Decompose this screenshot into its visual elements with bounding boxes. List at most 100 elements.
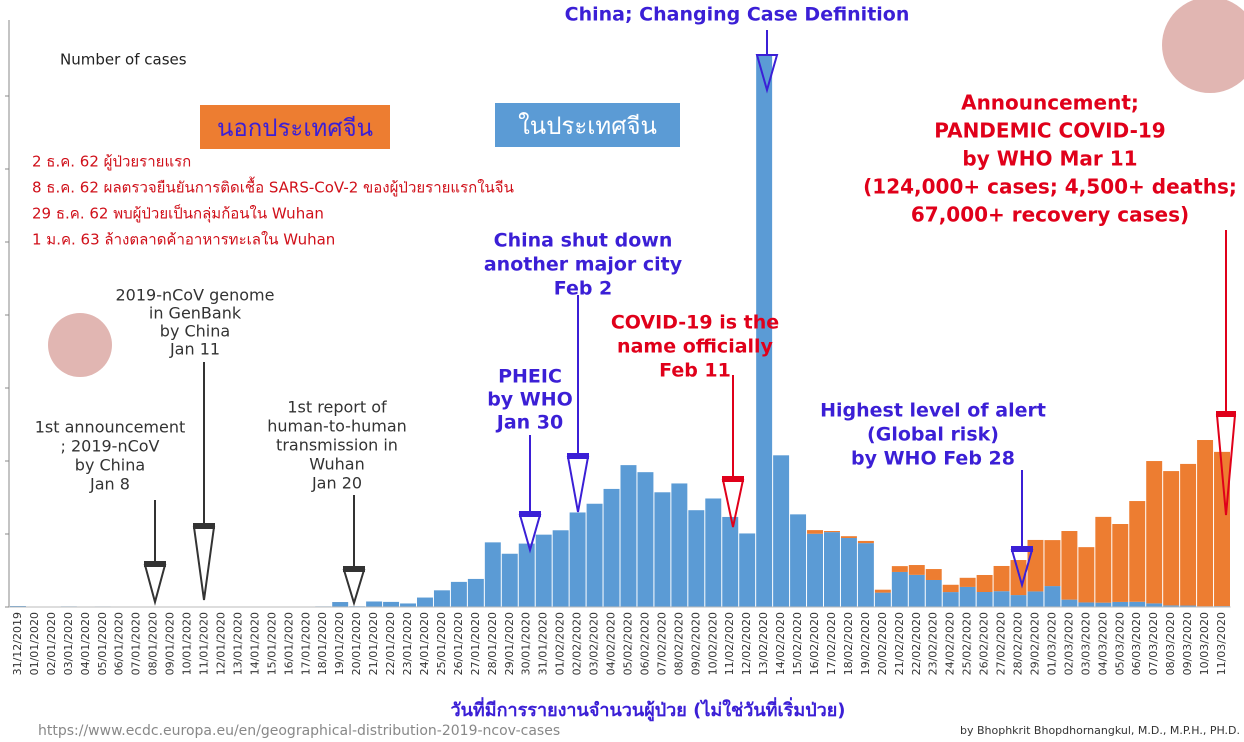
x-tick-label: 22/01/2020	[384, 612, 397, 675]
bar	[570, 512, 586, 607]
x-tick-label: 17/02/2020	[825, 612, 838, 675]
x-axis-label: วันที่มีการรายงานจำนวนผู้ป่วย (ไม่ใช่วัน…	[450, 697, 845, 722]
x-tick-label: 12/02/2020	[740, 612, 753, 675]
x-tick-label: 07/01/2020	[130, 612, 143, 675]
x-tick-label: 07/03/2020	[1147, 612, 1160, 675]
x-tick-label: 16/02/2020	[808, 612, 821, 675]
annotation: Jan 20	[311, 474, 362, 493]
bar	[1061, 600, 1077, 607]
bar	[1180, 464, 1196, 606]
bar	[977, 575, 993, 592]
x-tick-label: 08/03/2020	[1164, 612, 1177, 675]
x-tick-label: 02/03/2020	[1062, 612, 1075, 675]
x-tick-label: 19/01/2020	[333, 612, 346, 675]
x-tick-label: 28/01/2020	[486, 612, 499, 675]
bar	[1163, 471, 1179, 605]
x-tick-label: 05/01/2020	[96, 612, 109, 675]
bar	[468, 579, 484, 607]
annotation-marker-cap	[519, 511, 541, 517]
annotation-marker-cap	[144, 561, 166, 567]
bar	[960, 578, 976, 587]
bar	[773, 455, 789, 607]
annotation: Jan 8	[89, 475, 130, 494]
x-tick-label: 24/02/2020	[944, 612, 957, 675]
bar	[841, 538, 857, 607]
bar	[926, 580, 942, 607]
x-tick-label: 10/01/2020	[181, 612, 194, 675]
x-tick-label: 06/01/2020	[113, 612, 126, 675]
bar	[1078, 602, 1094, 607]
bar	[366, 601, 382, 607]
bar	[875, 590, 891, 593]
x-tick-label: 07/02/2020	[655, 612, 668, 675]
bar	[621, 465, 637, 607]
annotation: name officially	[617, 336, 774, 358]
x-tick-label: 11/02/2020	[723, 612, 736, 675]
x-tick-label: 21/02/2020	[893, 612, 906, 675]
annotation: by WHO Feb 28	[851, 448, 1015, 470]
annotation: Jan 30	[495, 412, 563, 434]
x-tick-label: 23/01/2020	[401, 612, 414, 675]
annotation: Jan 11	[169, 340, 220, 359]
bar	[654, 492, 670, 607]
x-tick-label: 26/01/2020	[452, 612, 465, 675]
x-tick-label: 14/02/2020	[774, 612, 787, 675]
bar	[688, 510, 704, 607]
y-axis-label: Number of cases	[60, 51, 187, 69]
x-tick-label: 29/02/2020	[1028, 612, 1041, 675]
bar	[994, 566, 1010, 591]
x-tick-label: 02/01/2020	[45, 612, 58, 675]
x-tick-label: 25/02/2020	[961, 612, 974, 675]
bar	[1112, 602, 1128, 607]
bar	[926, 569, 942, 580]
note: 8 ธ.ค. 62 ผลตรวจยืนยันการติดเชื้อ SARS-C…	[32, 177, 514, 197]
bar	[553, 530, 569, 607]
bar	[824, 531, 840, 532]
x-tick-label: 24/01/2020	[418, 612, 431, 675]
bar	[434, 590, 450, 607]
annotation: by China	[75, 456, 145, 475]
x-tick-label: 03/02/2020	[588, 612, 601, 675]
bar	[1146, 461, 1162, 603]
annotation-marker-cap	[722, 476, 744, 482]
x-tick-label: 09/02/2020	[689, 612, 702, 675]
x-tick-label: 13/01/2020	[231, 612, 244, 675]
annotation: human-to-human	[267, 417, 407, 436]
bar	[892, 572, 908, 607]
annotation: another major city	[484, 254, 683, 276]
x-tick-label: 18/01/2020	[316, 612, 329, 675]
bar	[417, 598, 433, 607]
x-tick-label: 10/02/2020	[706, 612, 719, 675]
bar	[587, 504, 603, 607]
bar	[451, 582, 467, 607]
x-tick-label: 04/02/2020	[605, 612, 618, 675]
annotation-marker-cap	[343, 566, 365, 572]
annotation: ; 2019-nCoV	[60, 437, 159, 456]
x-tick-label: 31/01/2020	[537, 612, 550, 675]
x-tick-label: 01/01/2020	[28, 612, 41, 675]
annotation-marker-cap	[567, 453, 589, 459]
x-tick-label: 27/01/2020	[469, 612, 482, 675]
annotation: PHEIC	[498, 366, 562, 388]
x-tick-label: 08/01/2020	[147, 612, 160, 675]
bar	[1044, 540, 1060, 586]
legend-label: นอกประเทศจีน	[217, 114, 373, 142]
bar	[604, 489, 620, 607]
x-tick-label: 26/02/2020	[978, 612, 991, 675]
annotation: transmission in	[276, 436, 398, 455]
virus-image	[1162, 0, 1244, 93]
bar	[739, 533, 755, 607]
x-tick-label: 11/01/2020	[198, 612, 211, 675]
annotation: Announcement;	[961, 91, 1139, 115]
bar	[1129, 501, 1145, 602]
x-tick-label: 15/01/2020	[265, 612, 278, 675]
bar	[892, 566, 908, 572]
bar	[1095, 517, 1111, 603]
x-tick-label: 20/02/2020	[876, 612, 889, 675]
bar	[671, 483, 687, 607]
bar	[383, 602, 399, 607]
x-tick-label: 04/01/2020	[79, 612, 92, 675]
x-tick-label: 27/02/2020	[995, 612, 1008, 675]
x-tick-label: 04/03/2020	[1096, 612, 1109, 675]
bar	[1095, 603, 1111, 607]
